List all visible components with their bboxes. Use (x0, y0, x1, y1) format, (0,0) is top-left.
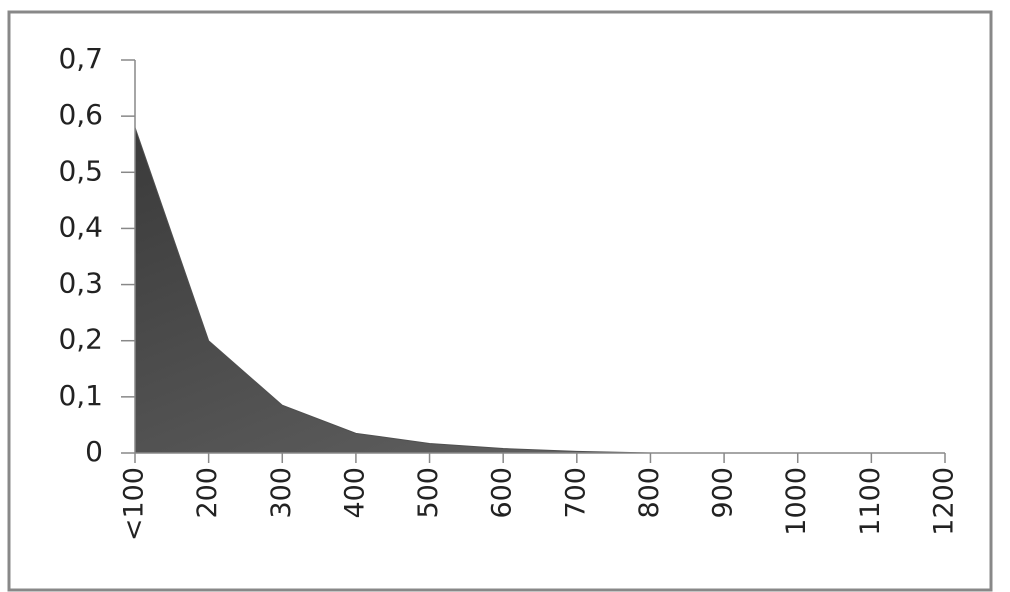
y-tick-label: 0 (85, 435, 103, 468)
y-tick-label: 0,1 (58, 379, 103, 412)
x-tick-label: 1200 (929, 467, 960, 536)
x-tick-label: 500 (413, 467, 444, 519)
y-tick-label: 0,6 (58, 98, 103, 131)
y-tick-label: 0,3 (58, 267, 103, 300)
x-tick-label: 1100 (855, 467, 886, 536)
x-tick-label: 900 (708, 467, 739, 519)
x-tick-label: 700 (560, 467, 591, 519)
x-tick-label: 600 (487, 467, 518, 519)
x-tick-label: 200 (192, 467, 223, 519)
y-tick-label: 0,4 (58, 210, 103, 243)
x-tick-label: 1000 (781, 467, 812, 536)
x-tick-label: 800 (634, 467, 665, 519)
y-tick-label: 0,7 (58, 42, 103, 75)
x-tick-label: 400 (339, 467, 370, 519)
y-tick-label: 0,2 (58, 323, 103, 356)
x-tick-label: 300 (266, 467, 297, 519)
x-tick-label: <100 (119, 467, 150, 541)
y-tick-label: 0,5 (58, 154, 103, 187)
